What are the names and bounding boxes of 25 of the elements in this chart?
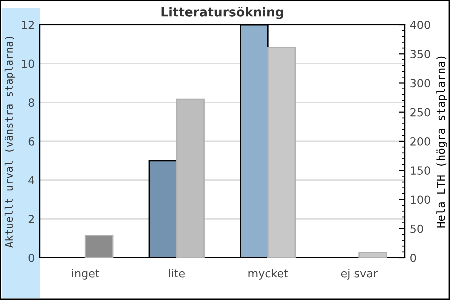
- bar: [84, 235, 114, 258]
- y2-tick-label: 200: [410, 137, 430, 146]
- y2-tick-label: 300: [410, 79, 430, 88]
- y-tick-label: 4: [28, 176, 35, 185]
- y-tick-label: 0: [28, 254, 34, 262]
- y-tick-label: 6: [28, 137, 34, 146]
- y2-tick-label: 50: [410, 224, 424, 234]
- bar: [358, 252, 388, 258]
- y2-tick-label: 400: [410, 20, 430, 30]
- y2-tick-label: 0: [410, 254, 416, 262]
- y-tick-label: 8: [28, 98, 34, 108]
- x-tick-label: mycket: [248, 269, 288, 280]
- y2-tick-label: 150: [411, 166, 430, 176]
- x-tick-label: inget: [72, 269, 100, 280]
- y2-tick-label: 350: [410, 50, 430, 59]
- y2-tick-label: 250: [410, 108, 430, 117]
- y2-tick-label: 100: [411, 196, 430, 204]
- x-tick-label: lite: [169, 269, 185, 278]
- y-tick-label: 12: [22, 20, 34, 30]
- y-axis-title: Aktuellt urval (vänstra staplarna): [4, 37, 16, 248]
- y-tick-label: 10: [22, 60, 34, 68]
- y2-axis-title: Hela LTH (högra staplarna): [436, 56, 448, 228]
- y-tick-label: 2: [28, 215, 34, 224]
- chart-title: Litteratursökning: [162, 6, 284, 20]
- x-tick-label: ej svar: [341, 269, 378, 280]
